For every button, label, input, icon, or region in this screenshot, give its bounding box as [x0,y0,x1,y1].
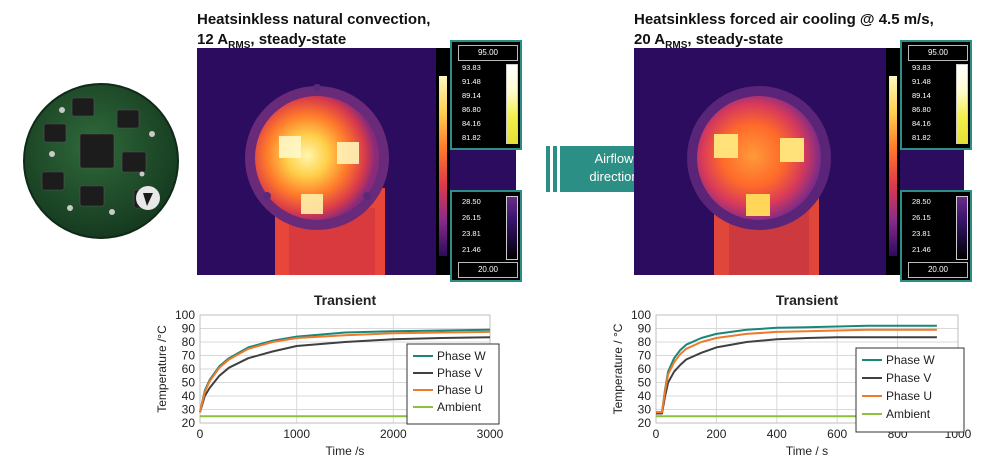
left-level: 84.16 [462,119,481,128]
left-scale-max: 95.00 [458,45,518,61]
right-zoom-bottom: 28.50 26.15 23.81 21.46 20.00 [900,190,972,282]
series-line-phase-v [656,336,937,415]
y-tick-label: 70 [638,349,652,363]
y-tick-label: 20 [638,416,652,430]
right-zoom-top: 95.00 93.83 91.48 89.14 86.80 84.16 81.8… [900,40,972,150]
y-axis-label: Temperature / °C [611,323,625,414]
right-level-low: 21.46 [912,245,931,254]
y-tick-label: 60 [638,362,652,376]
legend-label: Phase W [437,349,486,363]
y-axis-label: Temperature /°C [155,325,169,413]
y-tick-label: 40 [182,389,196,403]
y-tick-label: 100 [175,308,195,322]
x-tick-label: 0 [653,427,660,441]
chart-title: Transient [776,292,839,308]
x-axis-label: Time /s [326,444,365,458]
legend-box [406,343,500,425]
y-tick-label: 90 [638,322,652,336]
y-tick-label: 80 [638,335,652,349]
y-tick-label: 90 [182,322,196,336]
airflow-label: Airflow direction [564,150,664,186]
left-scale-min: 20.00 [458,262,518,278]
legend-label: Phase V [437,366,482,380]
legend-label: Phase W [886,353,935,367]
right-title-line1: Heatsinkless forced air cooling @ 4.5 m/… [634,11,934,28]
left-title-current: 12 A [197,31,229,48]
left-title-sub: RMS [228,40,251,51]
left-title-line2: 12 ARMS, steady-state [197,30,430,56]
legend-label: Phase V [886,371,931,385]
left-level: 91.48 [462,77,481,86]
right-level-low: 23.81 [912,229,931,238]
left-panel-title: Heatsinkless natural convection, 12 ARMS… [197,10,430,56]
left-level: 86.80 [462,105,481,114]
right-level: 91.48 [912,77,931,86]
right-title-sub: RMS [665,40,688,51]
left-level-low: 23.81 [462,229,481,238]
y-tick-label: 50 [182,376,196,390]
legend-label: Phase U [437,383,483,397]
x-tick-label: 1000 [283,427,310,441]
left-level-low: 26.15 [462,213,481,222]
legend-label: Phase U [886,389,932,403]
y-tick-label: 50 [638,376,652,390]
left-level: 81.82 [462,133,481,142]
left-level: 93.83 [462,63,481,72]
legend-box [855,347,965,433]
pcb-photo [23,83,179,239]
right-level: 81.82 [912,133,931,142]
left-level-low: 21.46 [462,245,481,254]
left-zoom-bottom: 28.50 26.15 23.81 21.46 20.00 [450,190,522,282]
y-tick-label: 40 [638,389,652,403]
y-tick-label: 60 [182,362,196,376]
legend-label: Ambient [437,400,482,414]
right-level-low: 28.50 [912,197,931,206]
airflow-label-line2: direction [589,169,639,184]
series-line-phase-v [199,336,491,413]
right-level: 84.16 [912,119,931,128]
y-tick-label: 30 [638,403,652,417]
series-line-phase-u [656,328,937,414]
x-tick-label: 2000 [380,427,407,441]
y-tick-label: 70 [182,349,196,363]
left-title-line1: Heatsinkless natural convection, [197,11,431,28]
left-level-low: 28.50 [462,197,481,206]
right-title-suffix: , steady-state [687,31,784,48]
y-tick-label: 100 [631,308,651,322]
right-title-current: 20 A [634,31,666,48]
right-level: 89.14 [912,91,931,100]
right-level: 93.83 [912,63,931,72]
left-title-suffix: , steady-state [250,31,347,48]
y-tick-label: 30 [182,403,196,417]
y-tick-label: 20 [182,416,196,430]
left-zoom-top: 95.00 93.83 91.48 89.14 86.80 84.16 81.8… [450,40,522,150]
series-line-phase-u [199,330,491,413]
right-scale-max: 95.00 [908,45,968,61]
y-tick-label: 80 [182,335,196,349]
chart-title: Transient [314,292,377,308]
x-tick-label: 3000 [477,427,504,441]
left-level: 89.14 [462,91,481,100]
right-level: 86.80 [912,105,931,114]
airflow-label-line1: Airflow [594,151,634,166]
x-axis-label: Time / s [786,444,828,458]
x-tick-label: 600 [827,427,847,441]
x-tick-label: 400 [767,427,787,441]
right-panel-title: Heatsinkless forced air cooling @ 4.5 m/… [634,10,934,56]
right-scale-min: 20.00 [908,262,968,278]
legend-label: Ambient [886,407,931,421]
right-level-low: 26.15 [912,213,931,222]
x-tick-label: 200 [706,427,726,441]
x-tick-label: 0 [197,427,204,441]
right-title-line2: 20 ARMS, steady-state [634,30,934,56]
